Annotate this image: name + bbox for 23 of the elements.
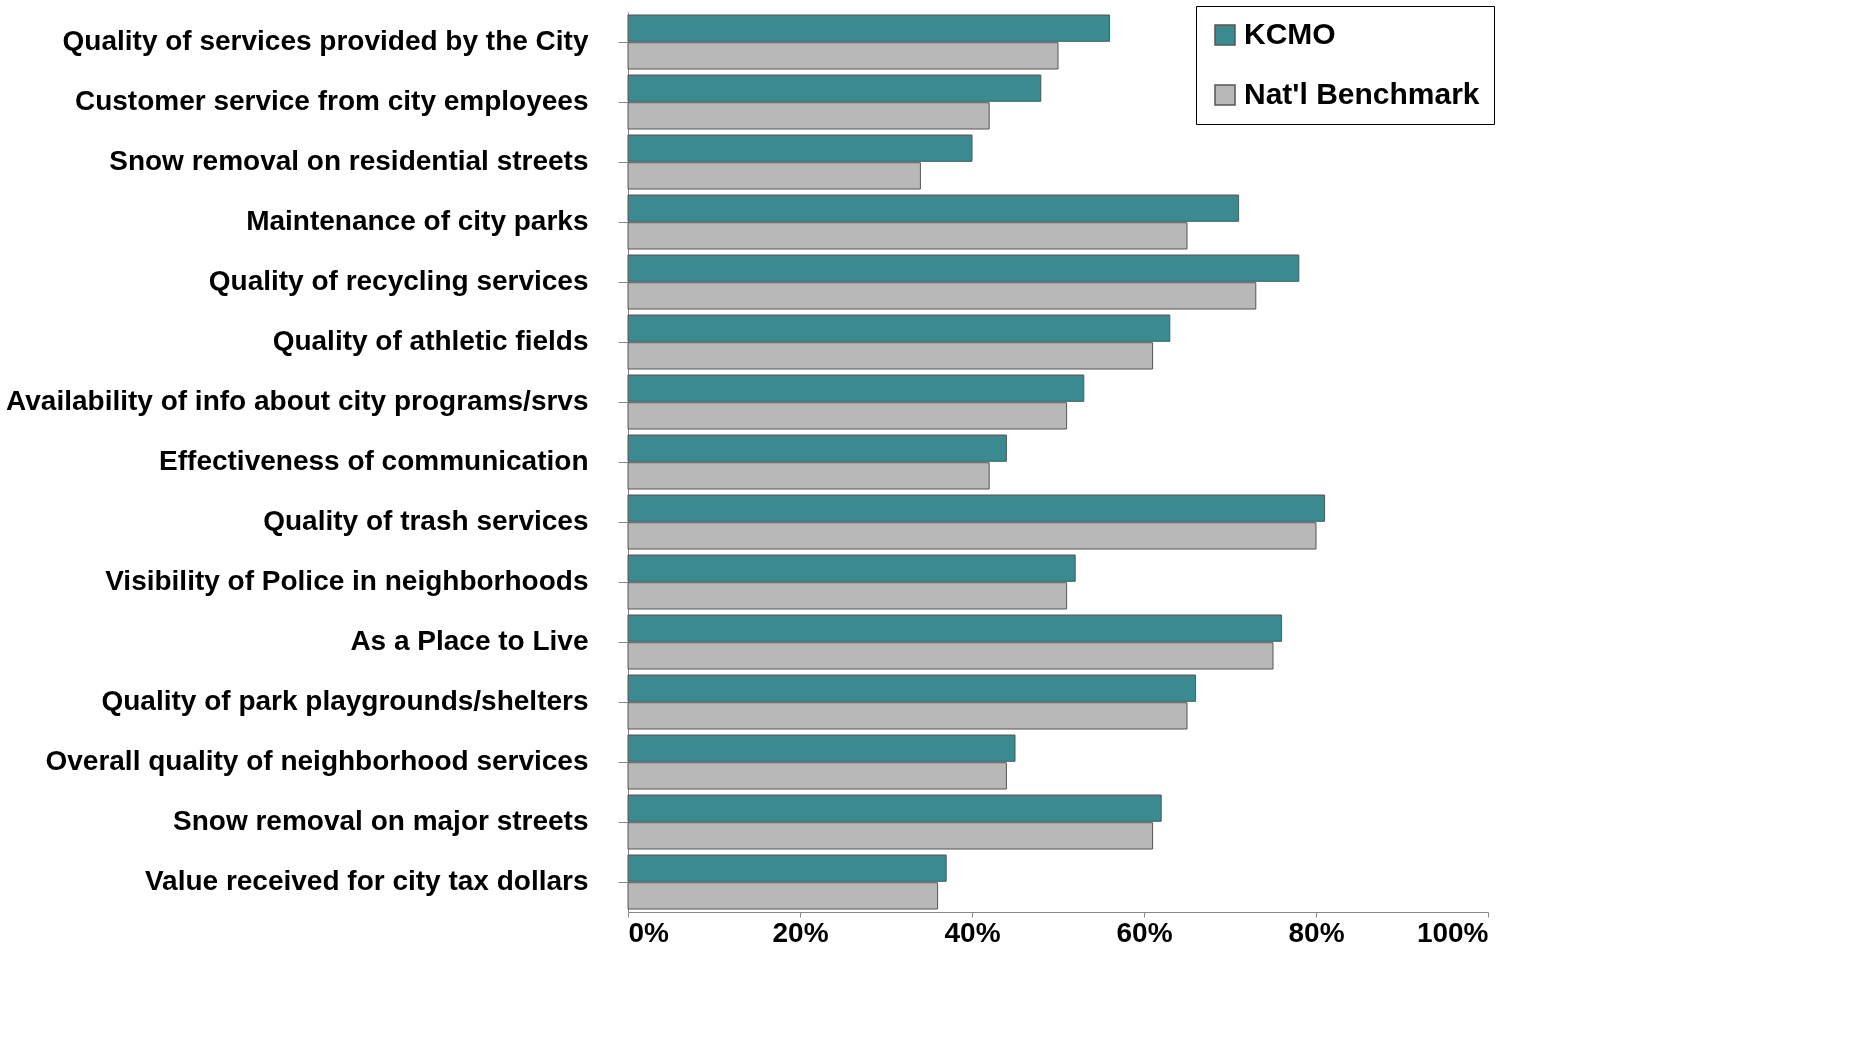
y-tick-label: Quality of recycling services [208, 265, 589, 296]
x-tick-label: 40% [944, 916, 1001, 948]
y-tick-label: Customer service from city employees [74, 85, 589, 116]
legend-label: Nat'l Benchmark [1244, 77, 1480, 110]
x-tick-label: 0% [628, 916, 670, 948]
legend-label: KCMO [1244, 17, 1336, 50]
y-tick-label: Quality of athletic fields [272, 325, 589, 356]
y-tick-label: Overall quality of neighborhood services [45, 745, 589, 776]
x-tick-label: 20% [772, 916, 829, 948]
y-tick-label: Quality of services provided by the City [62, 25, 589, 56]
y-tick-label: Quality of trash services [263, 505, 589, 536]
y-tick-label: Snow removal on major streets [173, 805, 589, 836]
y-tick-label: Maintenance of city parks [246, 205, 589, 236]
y-tick-label: As a Place to Live [350, 625, 589, 656]
x-tick-label: 100% [1416, 916, 1489, 948]
x-tick-label: 60% [1116, 916, 1173, 948]
y-tick-label: Quality of park playgrounds/shelters [101, 685, 589, 716]
y-tick-label: Effectiveness of communication [159, 445, 589, 476]
y-tick-label: Value received for city tax dollars [144, 865, 589, 896]
y-tick-label: Snow removal on residential streets [109, 145, 589, 176]
x-tick-label: 80% [1288, 916, 1345, 948]
y-tick-label: Visibility of Police in neighborhoods [105, 565, 589, 596]
y-tick-label: Availability of info about city programs/srvs [6, 385, 589, 416]
